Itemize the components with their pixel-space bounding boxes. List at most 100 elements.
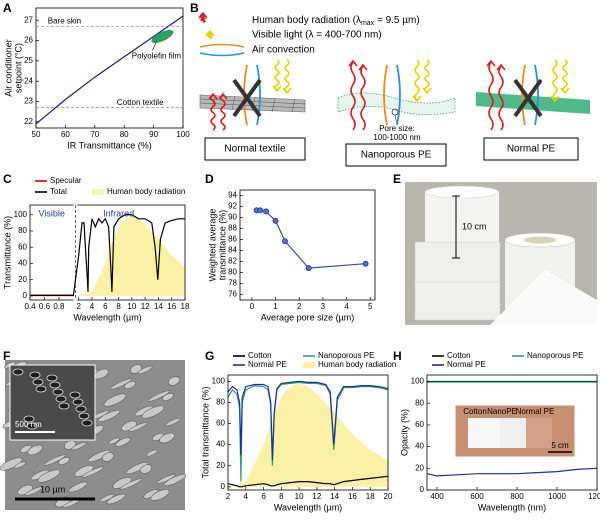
sample-label: NanoPE	[487, 407, 517, 416]
wave-arrow	[200, 13, 206, 23]
x-tick-label: 18	[181, 302, 190, 311]
x-tick-label: 2	[77, 302, 82, 311]
fiber-pore	[43, 454, 67, 466]
fiber-pore	[109, 378, 133, 390]
wave-arrow	[284, 59, 290, 93]
marker-label: Polyolefin film	[132, 52, 182, 61]
x-tick-label: 6	[261, 492, 266, 501]
fiber-pore	[99, 493, 115, 503]
fiber-pore	[119, 478, 143, 490]
y-tick-label: 88	[228, 224, 237, 233]
arrow-head	[208, 92, 218, 100]
fiber-pore	[128, 422, 148, 432]
material-label: Nanoporous PE	[361, 150, 432, 161]
inset-pore	[23, 415, 35, 423]
wave-arrow	[498, 65, 504, 131]
block-x	[513, 78, 543, 118]
arrow-head	[486, 59, 496, 67]
point	[257, 207, 264, 214]
legend-label: Nanoporous PE	[318, 351, 374, 360]
y-tick-label: 82	[228, 257, 237, 266]
point	[272, 217, 279, 224]
panel-label: F	[3, 349, 10, 363]
legend-label: Cotton	[447, 351, 471, 360]
wave-arrow	[360, 65, 366, 131]
y-tick-label: 0	[420, 485, 425, 494]
legend-label: Total	[50, 187, 67, 196]
inset-pore	[46, 374, 58, 382]
y-axis-label: Air conditioner	[3, 39, 13, 97]
y-axis-label: setpoint (°C)	[13, 43, 23, 93]
point	[263, 208, 270, 215]
plot-frame	[227, 374, 389, 491]
legend-swatch	[303, 362, 315, 368]
reference-label: Bare skin	[48, 16, 81, 25]
wave-arrow	[424, 59, 430, 93]
inset-pore	[72, 398, 84, 406]
fiber-pore	[140, 464, 152, 474]
y-tick-label: 0	[23, 291, 28, 300]
sample-normalpe	[526, 418, 552, 448]
wave-arrow	[220, 94, 226, 131]
x-tick-label: 400	[430, 492, 444, 501]
scale-label: 500 nm	[15, 420, 42, 429]
y-axis-label: transmittance (%)	[217, 210, 227, 281]
wave-arrow	[350, 61, 356, 131]
inset-pore	[26, 422, 38, 430]
plot-frame	[35, 7, 184, 129]
arrow-head	[205, 29, 215, 37]
y-tick-label: 84	[228, 246, 237, 255]
y-tick-label: 40	[18, 259, 27, 268]
x-tick-label: 6	[103, 302, 108, 311]
x-axis-label: Wavelength (nm)	[478, 502, 546, 512]
material-label: Normal PE	[507, 144, 556, 155]
fiber-pore	[71, 441, 87, 451]
fiber-pore	[146, 449, 158, 457]
x-tick-label: 0.4	[24, 302, 36, 311]
x-tick-label: 18	[366, 492, 375, 501]
legend-label: Human body radiation	[318, 360, 396, 369]
fiber-pore	[0, 457, 23, 471]
arrow-head	[412, 95, 422, 103]
y-tick-label: 20	[18, 275, 27, 284]
arrow-head	[496, 63, 506, 71]
x-tick-label: 1000	[548, 492, 566, 501]
inset-pore	[29, 371, 41, 379]
x-tick-label: 16	[167, 302, 176, 311]
legend-text: Air convection	[252, 45, 315, 56]
point	[362, 260, 369, 267]
x-tick-label: 8	[116, 302, 121, 311]
y-axis-label: Total transmittance (%)	[200, 386, 210, 478]
panel-label: B	[190, 1, 199, 15]
x-tick-label: 0.6	[39, 302, 51, 311]
y-tick-label: 20	[415, 463, 424, 472]
roll-top	[424, 185, 500, 199]
y-tick-label: 40	[216, 440, 225, 449]
y-tick-label: 100	[212, 376, 226, 385]
fiber-pore	[97, 409, 121, 423]
inset-pore	[81, 419, 93, 427]
x-tick-label: 2	[297, 302, 302, 311]
legend-label: Cotton	[248, 351, 272, 360]
legend-swatch	[92, 189, 104, 195]
fiber-pore	[141, 405, 165, 419]
fiber-pore	[115, 437, 131, 447]
x-tick-label: 16	[348, 492, 357, 501]
y-tick-label: 23	[24, 97, 33, 106]
material-box	[204, 137, 306, 161]
fiber-pore	[147, 390, 171, 402]
y-tick-label: 60	[18, 242, 27, 251]
wave-arrow	[488, 61, 494, 131]
fiber-pore	[108, 437, 120, 445]
panel-label: H	[393, 349, 402, 363]
y-axis-label: Transmittance (%)	[2, 216, 12, 289]
legend-text: Human body radiation (λmax = 9.5 µm)	[252, 15, 420, 27]
x-axis-label: Wavelength (µm)	[274, 502, 342, 512]
wave-arrow	[562, 59, 568, 93]
y-tick-label: 25	[24, 56, 33, 65]
sample-cotton	[468, 418, 500, 448]
x-tick-label: 600	[470, 492, 484, 501]
material-label: Normal textile	[224, 144, 286, 155]
nanoporous-pe	[337, 92, 456, 115]
